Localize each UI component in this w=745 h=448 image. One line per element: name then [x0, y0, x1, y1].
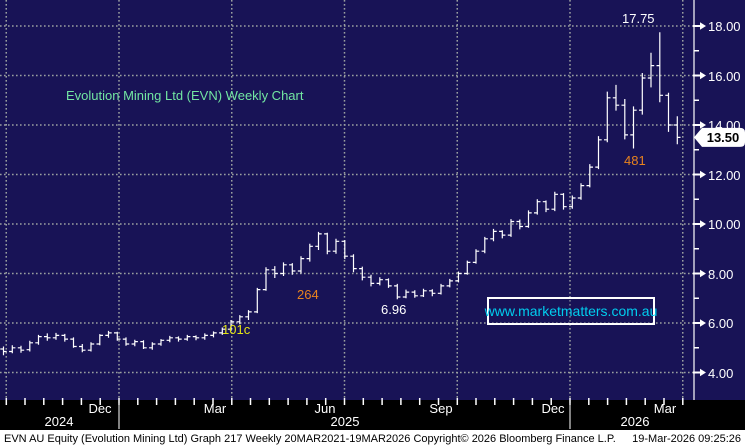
security-description-text: EVN AU Equity (Evolution Mining Ltd) Gra… — [4, 433, 616, 445]
y-axis-label: 12.00 — [708, 167, 741, 183]
marketmatters-link-box[interactable]: www.marketmatters.com.au — [484, 297, 658, 325]
x-axis-month-label: Dec — [88, 401, 112, 416]
y-axis-label: 8.00 — [708, 266, 734, 282]
x-axis-month-label: Mar — [653, 401, 677, 416]
peak-price-annotation: 17.75 — [622, 11, 655, 26]
svg-text:13.50: 13.50 — [707, 130, 740, 145]
x-axis-month-label: Jun — [314, 401, 336, 416]
y-axis-label: 6.00 — [708, 316, 734, 331]
low-price-annotation: 6.96 — [381, 302, 407, 317]
status-bar: EVN AU Equity (Evolution Mining Ltd) Gra… — [0, 430, 745, 448]
last-price-badge: 13.50 — [694, 127, 745, 147]
timestamp-text: 19-Mar-2026 09:25:26 — [632, 433, 741, 445]
level-101c-annotation: 101c — [222, 322, 251, 337]
marketmatters-link-text: www.marketmatters.com.au — [484, 303, 658, 319]
x-axis-year-label: 2025 — [330, 414, 360, 429]
level-481-annotation: 481 — [624, 153, 646, 168]
level-264-annotation: 264 — [297, 287, 319, 302]
y-axis-label: 14.00 — [708, 118, 741, 133]
x-axis-month-label: Sep — [429, 401, 453, 416]
y-axis-label: 10.00 — [708, 217, 741, 232]
chart-title: Evolution Mining Ltd (EVN) Weekly Chart — [66, 88, 304, 103]
y-axis-label: 4.00 — [708, 365, 734, 381]
x-axis-year-label: 2026 — [620, 414, 650, 429]
x-axis-year-label: 2024 — [44, 414, 74, 429]
x-axis-month-label: Dec — [541, 401, 565, 416]
y-axis-label: 18.00 — [708, 19, 741, 34]
ohlc-bars — [0, 32, 681, 356]
x-axis-month-label: Mar — [203, 401, 227, 416]
y-axis-label: 16.00 — [708, 68, 741, 84]
